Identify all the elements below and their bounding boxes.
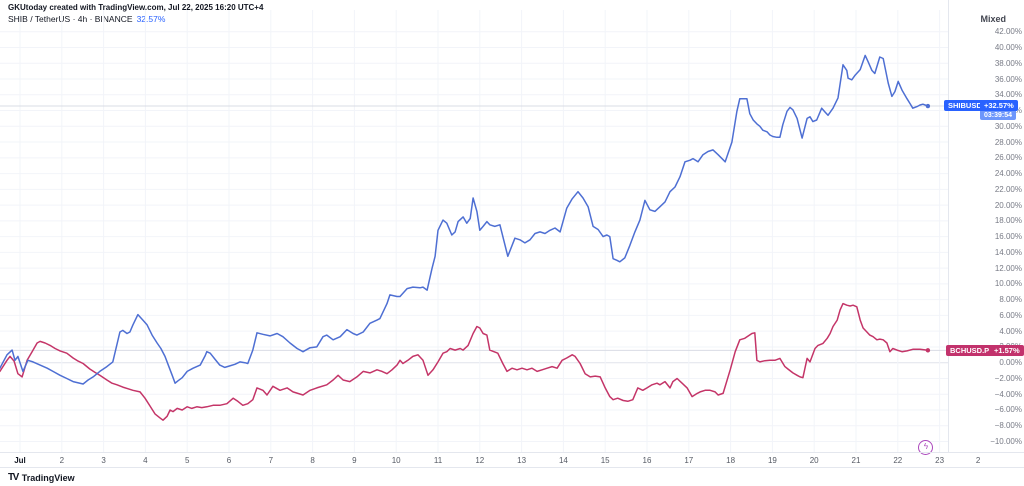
shib-value-badge: +32.57%	[980, 100, 1018, 111]
price-axis[interactable]: 42.00%40.00%38.00%36.00%34.00%32.00%30.0…	[948, 0, 1024, 452]
tradingview-logo[interactable]: TV TradingView	[8, 472, 75, 483]
time-axis-label: 17	[684, 456, 694, 465]
time-axis-label: 7	[268, 456, 274, 465]
price-axis-label: −2.00%	[994, 373, 1022, 383]
time-axis-label: 12	[475, 456, 485, 465]
bch-series-badge: BCHUSD.P	[946, 345, 994, 356]
price-axis-label: 34.00%	[994, 90, 1022, 100]
bch-last-point-dot	[925, 348, 931, 353]
time-axis-label: 23	[935, 456, 945, 465]
price-axis-label: 42.00%	[994, 27, 1022, 37]
plot-svg[interactable]	[0, 0, 948, 452]
time-axis-label: 13	[517, 456, 527, 465]
tradingview-logo-icon: TV	[8, 472, 19, 483]
price-axis-label: 8.00%	[999, 295, 1022, 305]
shib-countdown-badge: 03:39:54	[980, 111, 1017, 120]
time-axis-label: 9	[352, 456, 357, 465]
time-axis-label: Jul	[14, 456, 26, 465]
time-axis-label: 21	[851, 456, 861, 465]
price-axis-label: 16.00%	[994, 232, 1022, 242]
price-axis-label: 0.00%	[999, 358, 1022, 368]
price-axis-label: 40.00%	[994, 43, 1022, 52]
time-axis-label: 3	[101, 456, 106, 465]
time-axis-label: 15	[600, 456, 610, 465]
time-axis-label: 11	[433, 456, 443, 465]
price-axis-label: 18.00%	[994, 216, 1022, 226]
price-axis-label: −6.00%	[994, 405, 1022, 415]
price-axis-label: 20.00%	[994, 200, 1022, 210]
footer-bar: TV TradingView	[0, 467, 1024, 486]
price-axis-label: 24.00%	[994, 169, 1022, 179]
time-axis-label: 2	[975, 456, 981, 465]
attribution-note: GKUtoday created with TradingView.com, J…	[8, 3, 264, 12]
symbol-title: SHIB / TetherUS · 4h · BINANCE	[8, 14, 133, 24]
tradingview-logo-text: TradingView	[21, 472, 75, 483]
price-axis-label: 36.00%	[994, 74, 1022, 84]
symbol-change-value: 32.57%	[136, 14, 166, 24]
time-axis-label: 10	[391, 456, 401, 465]
price-axis-label: 14.00%	[994, 247, 1022, 257]
time-axis-label: 14	[558, 456, 568, 465]
shib-series-line[interactable]	[0, 54, 929, 385]
price-axis-label: −10.00%	[990, 437, 1022, 446]
price-axis-label: 4.00%	[999, 326, 1022, 336]
price-axis-label: 10.00%	[994, 279, 1022, 289]
time-axis-label: 18	[726, 456, 736, 465]
time-axis-label: 20	[809, 456, 819, 465]
bch-series-line[interactable]	[0, 302, 929, 421]
price-axis-label: 12.00%	[994, 263, 1022, 273]
price-axis-label: −4.00%	[994, 389, 1022, 399]
price-axis-label: 22.00%	[994, 184, 1022, 194]
time-axis-label: 8	[310, 456, 315, 465]
price-axis-label: 6.00%	[999, 310, 1022, 320]
symbol-legend[interactable]: SHIB / TetherUS · 4h · BINANCE 32.57%	[8, 14, 165, 24]
price-axis-label: 28.00%	[994, 137, 1022, 147]
shib-series-badge: SHIBUSDT	[944, 100, 991, 111]
time-axis-label: 2	[59, 456, 65, 465]
price-axis-label: −8.00%	[994, 421, 1022, 431]
sentiment-label: Mixed	[980, 14, 1006, 24]
time-axis-label: 22	[893, 456, 903, 465]
time-axis-label: 6	[226, 456, 232, 465]
time-axis-label: 16	[642, 456, 652, 465]
time-axis-label: 19	[767, 456, 777, 465]
shib-last-point-dot	[925, 103, 931, 109]
time-axis-label: 5	[184, 456, 190, 465]
price-axis-label: 30.00%	[994, 121, 1022, 131]
time-axis[interactable]: Jul 2 3 4 5 6 7 8 9 10 11 12 13 14 15 16 17 18 19 20 21 22 23 2	[0, 452, 1024, 467]
price-axis-label: 38.00%	[994, 58, 1022, 68]
event-lightning-icon[interactable]: ϟ	[918, 440, 934, 455]
price-axis-label: 26.00%	[994, 153, 1022, 163]
bch-value-badge: +1.57%	[990, 345, 1024, 356]
time-axis-label: 4	[143, 456, 148, 465]
